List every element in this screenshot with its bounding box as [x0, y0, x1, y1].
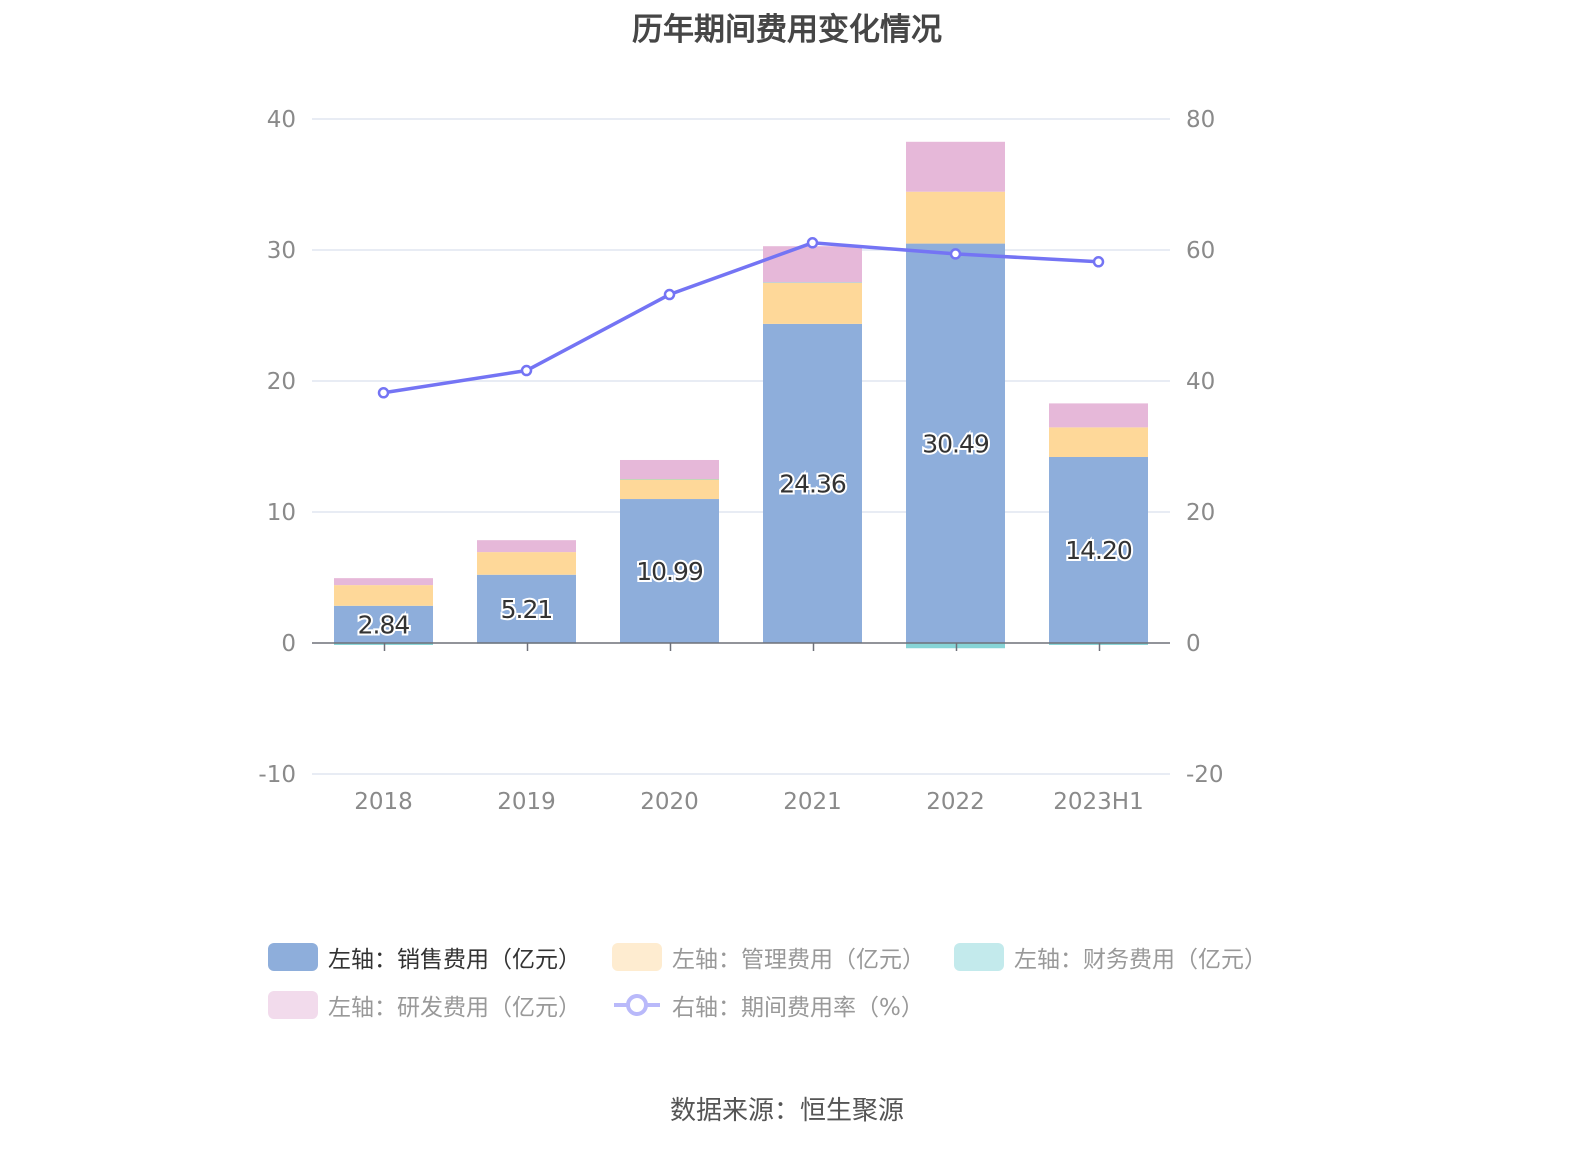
bar-value-label: 24.36 — [779, 469, 846, 498]
bar-segment — [763, 282, 862, 324]
bar-segment — [620, 499, 719, 643]
bar-segment — [763, 246, 862, 283]
legend-label: 右轴：期间费用率（%） — [672, 995, 924, 1021]
y-right-tick-label: 80 — [1186, 107, 1215, 133]
legend-label: 左轴：管理费用（亿元） — [672, 947, 925, 973]
y-left-tick-label: 10 — [267, 500, 296, 526]
y-left-tick-label: 20 — [267, 369, 296, 395]
y-right-tick-label: 60 — [1186, 238, 1215, 264]
data-source: 数据来源：恒生聚源 — [669, 1096, 904, 1126]
bar-segment — [1049, 403, 1148, 428]
legend-label: 左轴：销售费用（亿元） — [328, 947, 581, 973]
bar-value-label: 30.49 — [922, 429, 989, 458]
legend-label: 左轴：研发费用（亿元） — [328, 995, 581, 1021]
rate-point — [806, 237, 819, 249]
legend-item-rate[interactable]: 右轴：期间费用率（%） — [612, 988, 924, 1022]
x-tick-label: 2022 — [926, 789, 985, 815]
legend-label: 左轴：财务费用（亿元） — [1014, 947, 1267, 973]
bar-segment — [620, 459, 719, 479]
legend-line-circle-icon — [614, 994, 660, 1016]
bar-segment — [334, 585, 433, 606]
bar-segment — [334, 578, 433, 586]
y-right-tick-label: 0 — [1186, 631, 1201, 657]
legend-item-finance[interactable]: 左轴：财务费用（亿元） — [954, 940, 1267, 974]
x-tick-label: 2020 — [640, 789, 699, 815]
rate-point — [520, 364, 533, 377]
bar-segment — [1049, 456, 1148, 643]
rate-point — [377, 387, 390, 399]
bar-segment — [477, 540, 576, 553]
bar-segment — [334, 643, 433, 645]
y-left-tick-label: 0 — [281, 631, 296, 657]
rate-point — [949, 248, 962, 260]
legend-item-rd[interactable]: 左轴：研发费用（亿元） — [268, 988, 581, 1022]
bar-segment — [620, 478, 719, 480]
bar-segment — [334, 605, 433, 643]
bar-segment — [763, 282, 862, 283]
bar-segment — [477, 552, 576, 575]
bar-value-label: 2.84 — [358, 610, 410, 639]
bar-segment — [906, 243, 1005, 643]
bar-segment — [1049, 427, 1148, 457]
legend-swatch-finance — [954, 943, 1004, 971]
legend-swatch-sales — [268, 943, 318, 971]
y-left-tick-label: 30 — [267, 238, 296, 264]
rate-point — [663, 288, 676, 301]
legend-item-sales[interactable]: 左轴：销售费用（亿元） — [268, 940, 581, 974]
bar-segment — [906, 643, 1005, 649]
y-right-tick-label: 40 — [1186, 369, 1215, 395]
y-right-tick-label: 20 — [1186, 500, 1215, 526]
bar-segment — [620, 479, 719, 500]
x-tick-label: 2021 — [783, 789, 842, 815]
rate-line — [383, 241, 1099, 395]
bar-segment — [906, 141, 1005, 192]
bar-segment — [1049, 643, 1148, 645]
bar-segment — [477, 574, 576, 643]
y-left-tick-label: 40 — [267, 107, 296, 133]
rate-point — [1092, 256, 1105, 268]
bar-value-label: 10.99 — [636, 557, 703, 586]
chart-title: 历年期间费用变化情况 — [632, 12, 942, 48]
legend-item-admin[interactable]: 左轴：管理费用（亿元） — [612, 940, 925, 974]
x-tick-label: 2023H1 — [1053, 789, 1143, 815]
y-right-tick-label: -20 — [1186, 762, 1224, 788]
bar-value-label: 5.21 — [501, 595, 553, 624]
x-tick-label: 2019 — [497, 789, 556, 815]
y-left-tick-label: -10 — [258, 762, 296, 788]
legend-swatch-admin — [612, 943, 662, 971]
bar-segment — [763, 323, 862, 643]
bar-value-label: 14.20 — [1065, 536, 1132, 565]
x-tick-label: 2018 — [354, 789, 413, 815]
bar-segment — [906, 191, 1005, 244]
legend-swatch-rd — [268, 991, 318, 1019]
chart-plot: 40 80 30 60 20 40 10 20 0 0 -10 -20 2018 2019 2020 2021… — [258, 107, 1224, 815]
